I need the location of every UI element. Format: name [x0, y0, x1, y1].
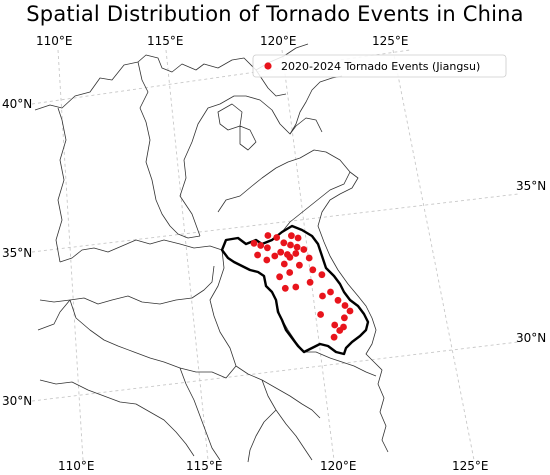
tornado-event-point — [341, 302, 349, 309]
tornado-event-point — [300, 246, 308, 253]
parallel-35 — [31, 193, 519, 253]
tornado-event-point — [318, 271, 326, 279]
tornado-event-point — [264, 244, 271, 252]
parallel-30 — [31, 341, 519, 402]
tornado-event-point — [296, 261, 303, 269]
legend-marker — [264, 62, 272, 70]
tick-left-40: 40°N — [2, 97, 32, 111]
boundary-anhui-jiangsu — [275, 299, 331, 359]
tornado-event-point — [254, 251, 261, 259]
boundary-anhui — [209, 249, 321, 419]
tornado-event-point — [334, 296, 342, 304]
map-title: Spatial Distribution of Tornado Events i… — [26, 2, 524, 26]
tick-bottom-125: 125°E — [452, 459, 489, 473]
boundary-hunan — [39, 379, 195, 457]
meridian-125 — [392, 49, 475, 461]
boundary-shanxi — [137, 61, 201, 239]
boundary-jiangxi — [179, 367, 221, 461]
tornado-event-point — [292, 250, 300, 257]
tornado-event-point — [327, 288, 334, 296]
tornado-event-point — [273, 234, 281, 241]
meridian-115 — [165, 49, 209, 461]
tornado-event-point — [305, 254, 313, 262]
boundary-hebei — [179, 95, 323, 237]
boundary-tianjin — [239, 125, 257, 151]
tick-bottom-120: 120°E — [320, 459, 357, 473]
tick-top-120: 120°E — [260, 34, 297, 48]
boundary-zhejiang — [261, 357, 377, 461]
tornado-event-point — [317, 311, 324, 318]
tick-left-30: 30°N — [2, 394, 32, 408]
legend: 2020-2024 Tornado Events (Jiangsu) — [252, 54, 507, 78]
tick-right-30: 30°N — [516, 331, 546, 345]
boundary-henan-south — [69, 265, 215, 305]
tornado-event-point — [340, 323, 347, 331]
tornado-event-point — [346, 307, 354, 315]
tornado-event-point — [330, 333, 338, 341]
legend-label: 2020-2024 Tornado Events (Jiangsu) — [281, 60, 480, 73]
tick-top-115: 115°E — [147, 34, 184, 48]
tornado-event-point — [280, 260, 288, 268]
tornado-events — [250, 232, 354, 341]
meridian-110 — [57, 49, 84, 461]
tick-left-35: 35°N — [2, 246, 32, 260]
tornado-event-point — [263, 256, 271, 264]
tornado-event-point — [271, 252, 279, 260]
boundary-fujian — [247, 409, 277, 463]
tick-right-35: 35°N — [516, 179, 546, 193]
tick-top-125: 125°E — [372, 34, 409, 48]
legend-box — [252, 54, 507, 78]
tornado-event-point — [294, 234, 302, 242]
boundary-shaanxi — [55, 107, 67, 263]
tornado-event-point — [288, 232, 295, 240]
tornado-event-point — [293, 243, 301, 251]
tornado-event-point — [287, 241, 294, 249]
jiangsu-boundary — [220, 224, 370, 356]
tick-top-110: 110°E — [36, 34, 73, 48]
tick-bottom-110: 110°E — [58, 459, 95, 473]
tornado-event-point — [341, 314, 348, 322]
tornado-event-point — [264, 232, 272, 239]
tornado-event-point — [250, 239, 258, 247]
coastline-bohai — [289, 75, 343, 135]
boundary-inner-mongolia-south — [34, 54, 287, 111]
boundary-henan — [59, 239, 223, 263]
tornado-event-point — [276, 273, 283, 281]
tornado-event-point — [281, 284, 289, 292]
tornado-event-point — [284, 251, 291, 258]
tick-labels: 110°E 115°E 120°E 125°E 110°E 115°E 120°… — [2, 34, 546, 473]
tornado-event-point — [319, 292, 326, 300]
boundary-shaanxi-south — [37, 299, 71, 331]
tornado-event-point — [280, 239, 288, 247]
province-boundaries — [34, 43, 389, 463]
tornado-event-point — [257, 242, 265, 249]
coastline-east — [317, 171, 389, 453]
boundary-hubei — [39, 299, 237, 379]
tornado-event-point — [331, 321, 339, 329]
tornado-event-point — [309, 266, 317, 274]
tornado-event-point — [306, 278, 314, 286]
boundary-shandong — [217, 149, 351, 233]
tornado-event-point — [277, 248, 285, 256]
tornado-event-point — [292, 283, 300, 291]
tick-bottom-115: 115°E — [186, 459, 223, 473]
tornado-event-point — [286, 269, 294, 276]
boundary-beijing — [217, 103, 243, 131]
